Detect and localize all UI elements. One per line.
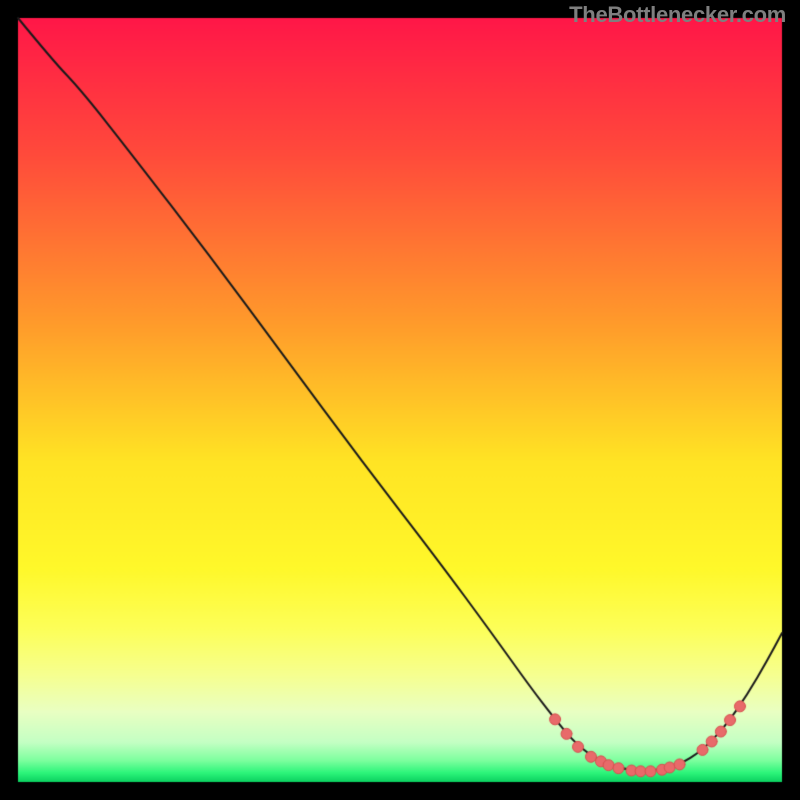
bottleneck-chart <box>0 0 800 800</box>
chart-container: TheBottlenecker.com <box>0 0 800 800</box>
